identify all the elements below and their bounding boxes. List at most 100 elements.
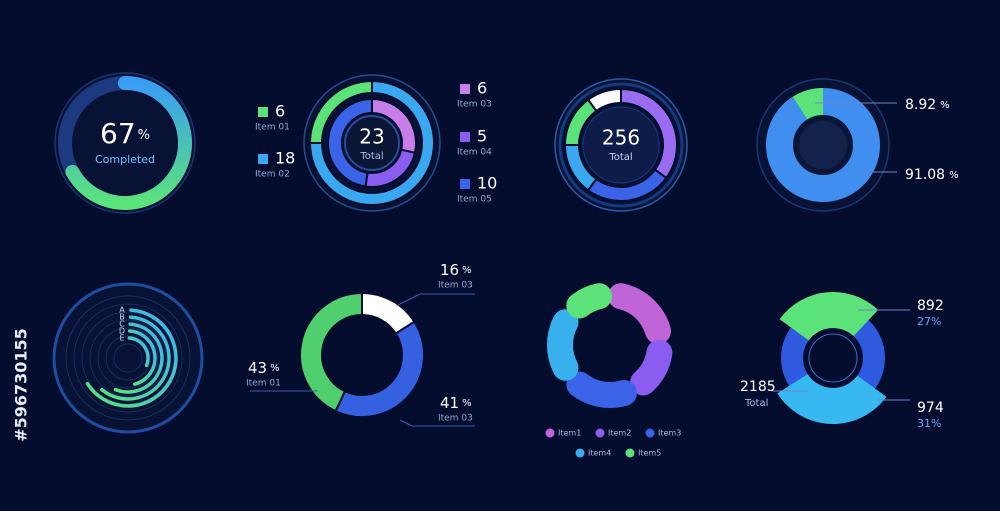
segment	[566, 371, 637, 408]
legend-dot	[645, 428, 655, 438]
legend-swatch	[258, 154, 268, 164]
segment	[563, 98, 598, 146]
radial-bar	[113, 322, 164, 394]
ring-decoration	[65, 295, 191, 421]
ring-decoration	[113, 343, 143, 373]
unit: %	[462, 398, 472, 409]
ring-decoration	[52, 282, 204, 434]
label: 974	[917, 400, 944, 416]
legend-dot	[595, 428, 605, 438]
ring-decoration	[81, 311, 175, 405]
legend-dot	[575, 448, 585, 458]
segment	[779, 291, 879, 341]
label: 2185	[740, 379, 776, 395]
label: Item4	[588, 449, 611, 458]
value: 67	[100, 117, 136, 150]
segment	[630, 339, 673, 396]
value: 16	[440, 261, 459, 279]
label: Item 01	[246, 379, 281, 389]
label: C	[119, 320, 125, 329]
label: Item2	[608, 429, 631, 438]
label: 5	[477, 127, 487, 146]
radial-bar	[127, 329, 157, 386]
value: 43	[248, 359, 267, 377]
unit: %	[138, 128, 150, 143]
label: 27%	[917, 315, 941, 328]
legend-swatch	[258, 107, 268, 117]
label: Item 03	[438, 281, 473, 291]
ring-decoration	[89, 319, 167, 397]
unit: %	[949, 170, 959, 181]
value: 41	[440, 394, 459, 412]
watermark-id: #596730155	[12, 328, 31, 442]
legend-dot	[625, 448, 635, 458]
radial-bar	[100, 315, 171, 401]
segment	[308, 79, 435, 206]
label: Item 05	[457, 195, 492, 205]
label: D	[119, 327, 125, 336]
label: Completed	[95, 153, 155, 166]
label: 18	[275, 149, 295, 168]
legend-swatch	[460, 179, 470, 189]
ring-decoration	[344, 115, 400, 171]
value-label: 41%	[440, 394, 472, 412]
radial-bar	[85, 308, 178, 408]
ring-decoration	[808, 333, 858, 383]
progress-value: 67%	[100, 117, 150, 150]
segment	[607, 283, 672, 345]
segment	[566, 283, 613, 319]
label: B	[119, 313, 125, 322]
value: 91.08	[905, 167, 945, 183]
segment	[777, 374, 887, 425]
label: A	[119, 306, 125, 315]
segment	[792, 88, 823, 123]
label: Item 01	[255, 123, 290, 133]
label: 10	[477, 174, 497, 193]
ring-decoration	[582, 106, 660, 184]
ring-decoration	[793, 115, 853, 175]
label: Item5	[638, 449, 661, 458]
ring-decoration	[73, 303, 183, 413]
label: 23	[359, 125, 384, 149]
segment	[766, 88, 881, 202]
leader-line	[399, 419, 475, 427]
label: 256	[602, 126, 640, 150]
value-label: 8.92%	[905, 97, 950, 113]
value: 8.92	[905, 97, 936, 113]
label: E	[119, 334, 124, 343]
segment	[547, 309, 579, 381]
unit: %	[940, 100, 950, 111]
label: Item 03	[438, 414, 473, 424]
label: Item 03	[457, 100, 492, 110]
unit: %	[462, 265, 472, 276]
label: Total	[608, 152, 632, 163]
label: Total	[744, 398, 768, 409]
ring-decoration	[54, 72, 196, 214]
unit: %	[270, 363, 280, 374]
ring-decoration	[105, 335, 151, 381]
value-label: 16%	[440, 261, 472, 279]
value-label: 91.08%	[905, 167, 959, 183]
radial-bar	[127, 336, 150, 368]
segment	[327, 97, 373, 188]
label: 6	[275, 102, 285, 121]
label: Item 02	[255, 170, 290, 180]
label: Total	[359, 151, 383, 162]
label: 31%	[917, 417, 941, 430]
label: Item 04	[457, 148, 492, 158]
legend-swatch	[460, 84, 470, 94]
progress-arc	[65, 76, 192, 210]
ring-decoration	[97, 327, 159, 389]
legend-dot	[545, 428, 555, 438]
label: 892	[917, 298, 944, 314]
leader-line	[397, 293, 475, 306]
label: Item1	[558, 429, 581, 438]
value-label: 43%	[248, 359, 280, 377]
ring-decoration	[558, 82, 684, 208]
label: 6	[477, 79, 487, 98]
segment	[334, 320, 425, 418]
legend-swatch	[460, 132, 470, 142]
segment	[299, 291, 363, 413]
